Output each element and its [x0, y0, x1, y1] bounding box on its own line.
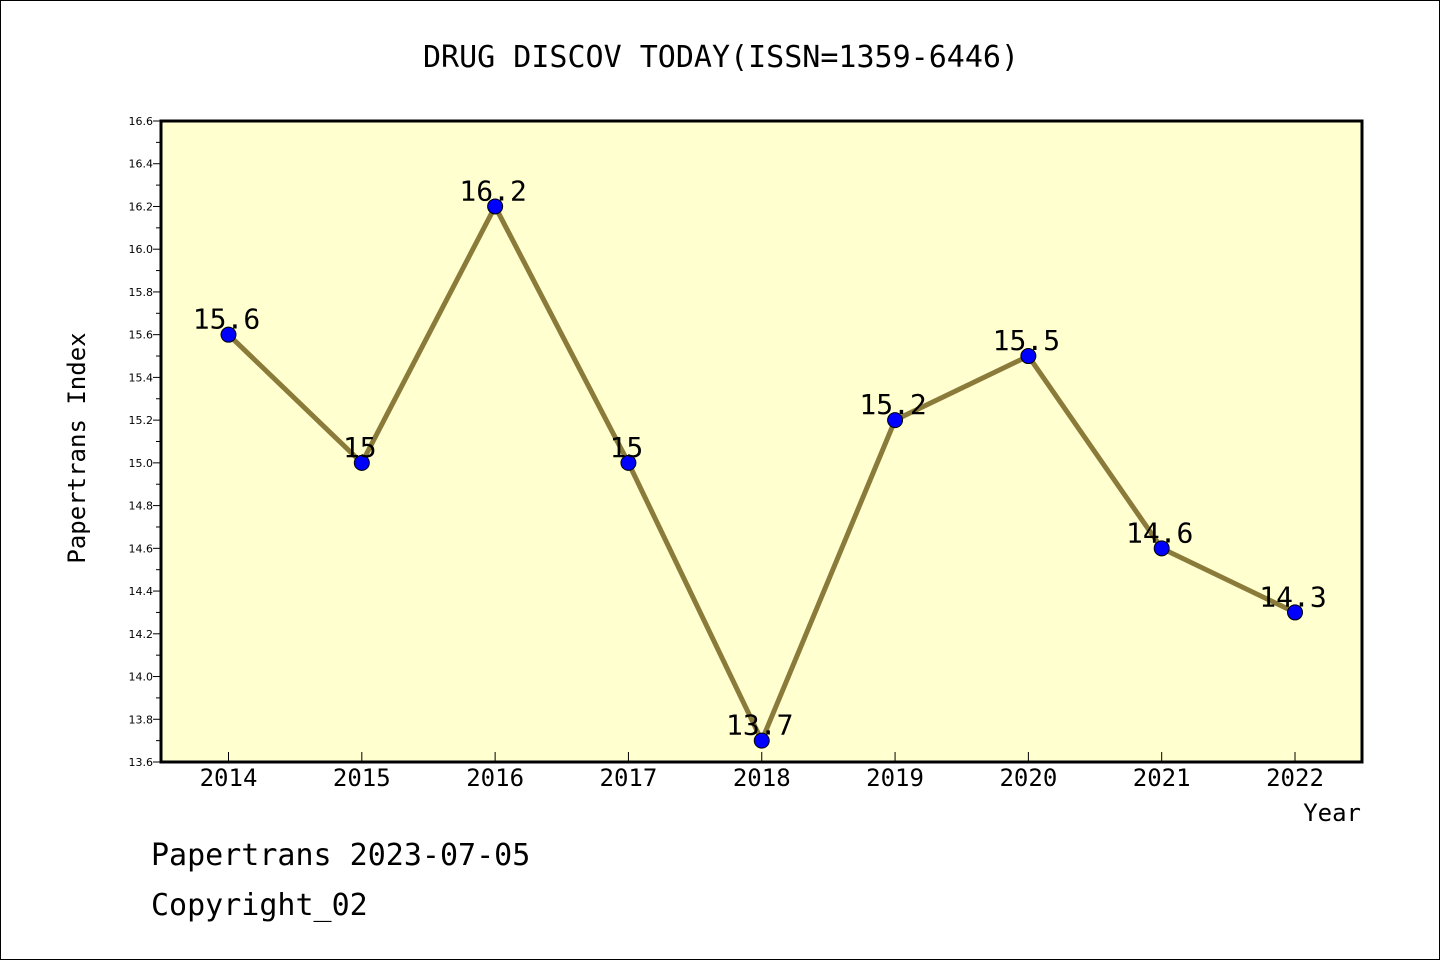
- series-group: 15.6 15 16.2 15 13.7 15.2 15.5 14.6 14.3: [193, 174, 1327, 749]
- y-tick-label: 14.6: [129, 542, 154, 555]
- x-tick-label: 2022: [1266, 764, 1324, 792]
- x-axis: 2014 2015 2016 2017 2018 2019 2020 2021 2022: [200, 752, 1324, 792]
- data-point: [1153, 540, 1170, 557]
- x-tick-label: 2020: [999, 764, 1057, 792]
- x-tick-label: 2017: [600, 764, 658, 792]
- y-tick-label: 14.8: [129, 500, 154, 513]
- data-point: [487, 198, 504, 215]
- data-point: [1020, 348, 1037, 365]
- data-point: [753, 732, 770, 749]
- chart-title: DRUG DISCOV TODAY(ISSN=1359-6446): [423, 40, 1019, 75]
- data-point: [220, 326, 237, 343]
- y-tick-label: 15.8: [129, 286, 154, 299]
- data-label: 15: [343, 431, 377, 464]
- plot-area: [159, 119, 1364, 764]
- data-label: 15: [610, 431, 644, 464]
- y-tick-label: 16.6: [129, 115, 154, 128]
- x-tick-label: 2016: [466, 764, 524, 792]
- data-point: [1287, 604, 1303, 621]
- data-point: [353, 454, 370, 471]
- data-label: 15.6: [193, 303, 260, 336]
- x-tick-label: 2015: [333, 764, 391, 792]
- y-axis: 13.6 13.8 14.0 14.2 14.4 14.6 14.8 15.0 15.2 15.4…: [129, 115, 161, 769]
- x-tick-label: 2021: [1133, 764, 1191, 792]
- data-label: 15.5: [993, 324, 1060, 357]
- y-tick-label: 16.2: [129, 200, 154, 213]
- x-axis-label: Year: [1303, 799, 1361, 827]
- y-tick-label: 15.2: [129, 414, 154, 427]
- data-point: [887, 412, 904, 429]
- y-tick-label: 14.0: [129, 671, 154, 684]
- y-tick-label: 15.0: [129, 457, 154, 470]
- y-tick-label: 14.2: [129, 628, 154, 641]
- y-tick-label: 15.4: [129, 371, 154, 384]
- x-tick-label: 2019: [866, 764, 924, 792]
- y-tick-label: 13.6: [129, 756, 154, 769]
- data-label: 15.2: [859, 388, 926, 421]
- x-tick-label: 2014: [200, 764, 258, 792]
- footer-copyright: Copyright_02: [151, 888, 368, 923]
- y-tick-label: 16.0: [129, 243, 154, 256]
- data-label: 14.6: [1126, 516, 1193, 549]
- y-tick-label: 15.6: [129, 329, 154, 342]
- y-tick-label: 14.4: [129, 585, 154, 598]
- y-tick-label: 13.8: [129, 713, 154, 726]
- y-axis-label: Papertrans Index: [63, 332, 91, 563]
- data-label: 16.2: [459, 174, 526, 207]
- y-tick-label: 16.4: [129, 158, 154, 171]
- footer-date: Papertrans 2023-07-05: [151, 838, 530, 873]
- data-label: 13.7: [726, 709, 793, 742]
- data-point: [620, 454, 637, 471]
- data-label: 14.3: [1259, 580, 1326, 613]
- x-tick-label: 2018: [733, 764, 791, 792]
